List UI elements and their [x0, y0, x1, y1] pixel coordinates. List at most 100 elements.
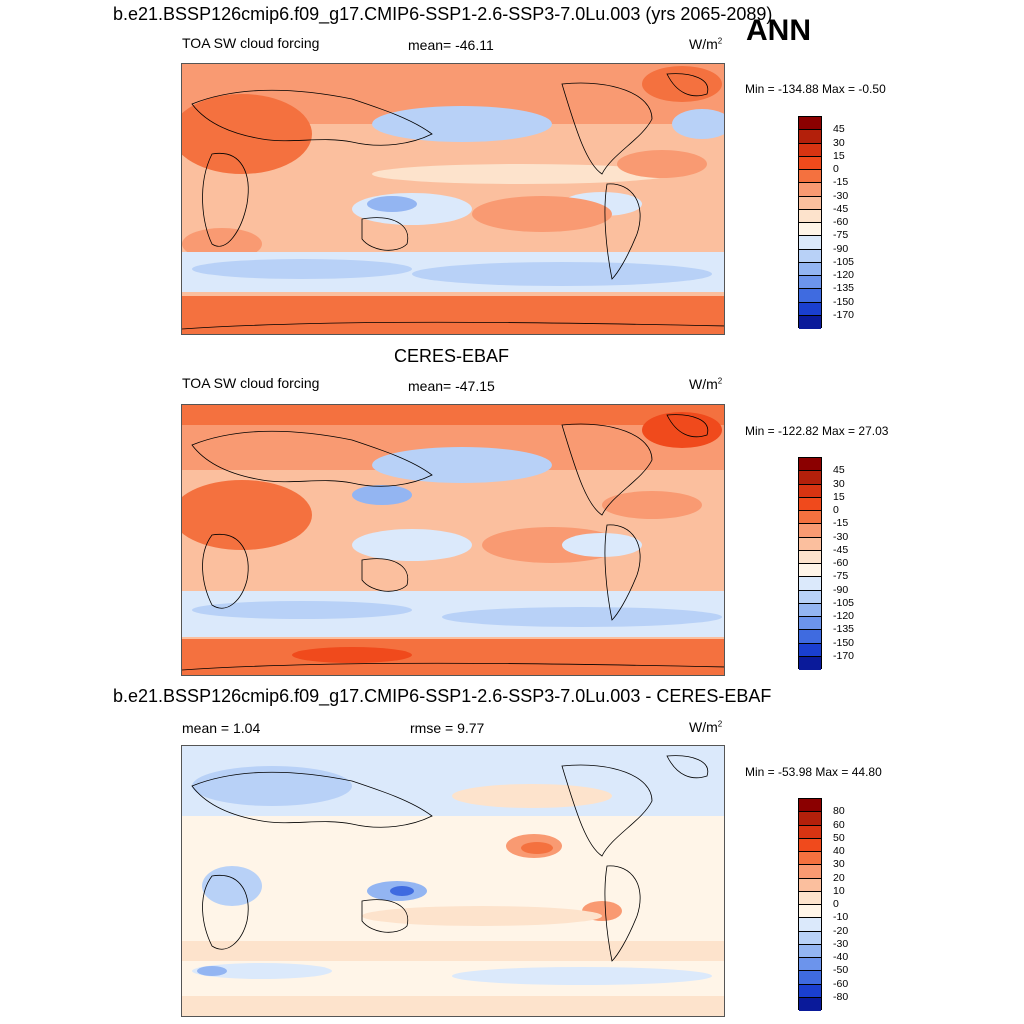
- colorbar-swatch: [799, 590, 821, 604]
- obs-title: CERES-EBAF: [394, 346, 510, 366]
- panel1-mean-label: mean= -46.11: [408, 37, 494, 53]
- colorbar-swatch: [799, 484, 821, 498]
- panel2-variable-label: TOA SW cloud forcing: [182, 375, 320, 391]
- colorbar-swatch: [799, 537, 821, 551]
- colorbar-tick-label: -60: [833, 557, 849, 569]
- colorbar-tick-label: 10: [833, 884, 845, 897]
- colorbar-swatch: [799, 564, 821, 578]
- colorbar-swatch: [799, 209, 821, 223]
- colorbar-tick-label: 15: [833, 149, 845, 162]
- colorbar-swatch: [799, 458, 821, 472]
- colorbar-swatch: [799, 852, 821, 866]
- colorbar-tick-label: -30: [833, 189, 849, 202]
- diff-map: [181, 745, 725, 1017]
- colorbar-swatch: [799, 196, 821, 210]
- colorbar-tick-label: 30: [833, 858, 845, 871]
- colorbar-swatch: [799, 931, 821, 945]
- colorbar-tick-label: -40: [833, 951, 849, 963]
- colorbar-tick-label: -105: [833, 255, 855, 268]
- diff-map-field: [182, 746, 724, 1016]
- colorbar-tick-label: -135: [833, 623, 855, 636]
- colorbar-swatch: [799, 630, 821, 644]
- colorbar-tick-label: 20: [833, 871, 845, 884]
- colorbar-swatch: [799, 183, 821, 197]
- colorbar-tick-label: -105: [833, 596, 855, 609]
- colorbar-tick-label: -120: [833, 610, 855, 622]
- colorbar-swatch: [799, 603, 821, 617]
- colorbar-tick-label: -150: [833, 636, 855, 649]
- obs-map-field: [182, 405, 724, 675]
- colorbar-swatch: [799, 891, 821, 905]
- panel1-minmax: Min = -134.88 Max = -0.50: [745, 82, 886, 96]
- colorbar-swatch: [799, 905, 821, 919]
- colorbar-tick-label: 60: [833, 818, 845, 831]
- colorbar-swatch: [799, 617, 821, 631]
- model-title: b.e21.BSSP126cmip6.f09_g17.CMIP6-SSP1-2.…: [113, 4, 773, 24]
- colorbar-tick-label: -30: [833, 937, 849, 950]
- colorbar-swatch: [799, 302, 821, 316]
- colorbar-tick-label: -15: [833, 517, 849, 530]
- colorbar-tick-label: 30: [833, 136, 845, 149]
- colorbar-swatch: [799, 511, 821, 525]
- obs-map: [181, 404, 725, 676]
- colorbar-tick-label: 0: [833, 163, 839, 175]
- colorbar-swatch: [799, 262, 821, 276]
- colorbar-swatch: [799, 276, 821, 290]
- colorbar-swatch: [799, 289, 821, 303]
- panel3-minmax: Min = -53.98 Max = 44.80: [745, 765, 882, 779]
- panel1-variable-label: TOA SW cloud forcing: [182, 35, 320, 51]
- colorbar-tick-label: -30: [833, 530, 849, 543]
- colorbar-swatch: [799, 315, 821, 329]
- colorbar-tick-label: 45: [833, 123, 845, 136]
- colorbar-tick-label: 40: [833, 845, 845, 857]
- colorbar-swatch: [799, 643, 821, 657]
- colorbar-tick-label: 15: [833, 490, 845, 503]
- colorbar-tick-label: -120: [833, 269, 855, 281]
- colorbar-swatch: [799, 130, 821, 144]
- colorbar-tick-label: -170: [833, 649, 855, 662]
- colorbar-swatch: [799, 971, 821, 985]
- colorbar-swatch: [799, 812, 821, 826]
- panel2-minmax: Min = -122.82 Max = 27.03: [745, 424, 889, 438]
- colorbar-swatch: [799, 799, 821, 813]
- colorbar-swatch: [799, 878, 821, 892]
- colorbar-tick-label: 50: [833, 831, 845, 844]
- colorbar-tick-label: -45: [833, 202, 849, 215]
- colorbar-swatch: [799, 236, 821, 250]
- colorbar-swatch: [799, 984, 821, 998]
- colorbar-tick-label: -80: [833, 990, 849, 1003]
- colorbar-swatch: [799, 471, 821, 485]
- colorbar-swatch: [799, 223, 821, 237]
- model-colorbar: [798, 116, 822, 329]
- model-map-field: [182, 64, 724, 334]
- colorbar-swatch: [799, 249, 821, 263]
- panel2-mean-label: mean= -47.15: [408, 378, 495, 394]
- panel1-units: W/m2: [689, 36, 723, 52]
- colorbar-tick-label: -90: [833, 242, 849, 255]
- season-label: ANN: [746, 14, 811, 47]
- panel3-rmse-label: rmse = 9.77: [410, 720, 485, 736]
- colorbar-tick-label: 45: [833, 464, 845, 477]
- colorbar-tick-label: -45: [833, 543, 849, 556]
- colorbar-tick-label: 0: [833, 898, 839, 910]
- colorbar-swatch: [799, 838, 821, 852]
- colorbar-swatch: [799, 825, 821, 839]
- obs-colorbar: [798, 457, 822, 670]
- colorbar-tick-label: -135: [833, 282, 855, 295]
- colorbar-swatch: [799, 156, 821, 170]
- colorbar-swatch: [799, 143, 821, 157]
- colorbar-swatch: [799, 997, 821, 1011]
- colorbar-tick-label: -60: [833, 216, 849, 228]
- colorbar-tick-label: -75: [833, 229, 849, 242]
- colorbar-swatch: [799, 958, 821, 972]
- colorbar-swatch: [799, 550, 821, 564]
- colorbar-swatch: [799, 656, 821, 670]
- colorbar-swatch: [799, 918, 821, 932]
- colorbar-swatch: [799, 117, 821, 131]
- colorbar-swatch: [799, 865, 821, 879]
- colorbar-swatch: [799, 497, 821, 511]
- panel2-units: W/m2: [689, 376, 723, 392]
- colorbar-tick-label: 30: [833, 477, 845, 490]
- colorbar-tick-label: -75: [833, 570, 849, 583]
- diff-colorbar: [798, 798, 822, 1011]
